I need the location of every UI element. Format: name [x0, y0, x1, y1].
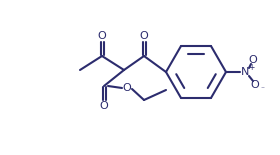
Text: N: N	[241, 67, 249, 77]
Text: O: O	[100, 101, 108, 111]
Text: +: +	[248, 62, 254, 71]
Text: O: O	[123, 83, 131, 93]
Text: O: O	[251, 80, 259, 90]
Text: O: O	[140, 31, 148, 41]
Text: O: O	[249, 55, 257, 65]
Text: ⁻: ⁻	[260, 84, 264, 93]
Text: O: O	[98, 31, 106, 41]
